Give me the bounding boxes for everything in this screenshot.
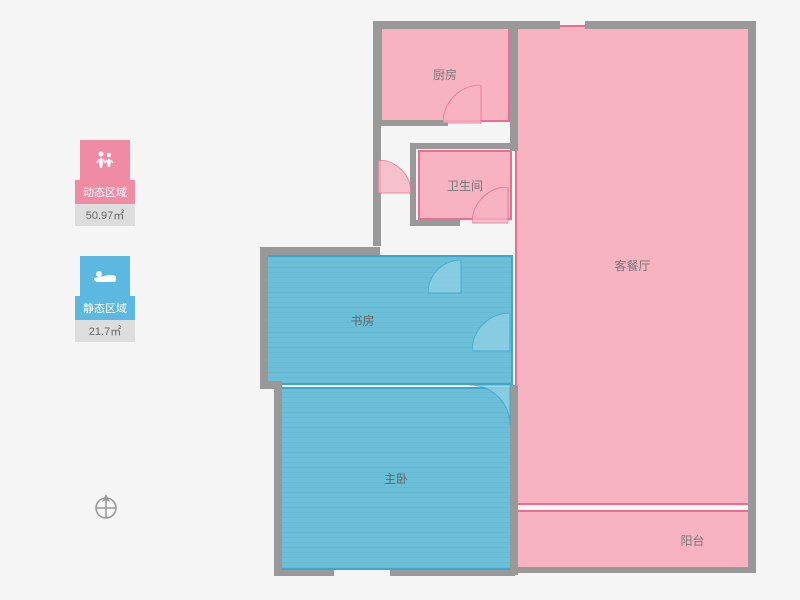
- floorplan: 客餐厅 厨房 卫生间 阳台 书房 主卧: [240, 15, 760, 585]
- room-kitchen-label: 厨房: [433, 66, 457, 83]
- sleep-icon: [80, 256, 130, 296]
- wall: [510, 21, 518, 151]
- wall: [510, 567, 753, 573]
- wall: [410, 143, 515, 149]
- door-arc-icon: [472, 187, 510, 225]
- wall: [373, 21, 518, 29]
- legend-static-label: 静态区域: [75, 296, 135, 320]
- legend-panel: 动态区域 50.97㎡ 静态区域 21.7㎡: [75, 140, 135, 372]
- wall: [510, 21, 560, 29]
- wall: [373, 21, 381, 246]
- wall: [274, 381, 282, 576]
- wall: [748, 21, 756, 573]
- door-arc-icon: [470, 385, 512, 427]
- wall: [274, 570, 334, 576]
- legend-dynamic-label: 动态区域: [75, 180, 135, 204]
- legend-dynamic-value: 50.97㎡: [75, 204, 135, 226]
- room-balcony-label: 阳台: [680, 532, 704, 549]
- wall: [585, 21, 755, 29]
- door-arc-icon: [378, 160, 413, 195]
- room-master-label: 主卧: [384, 470, 408, 487]
- door-arc-icon: [443, 85, 483, 125]
- compass-icon: [90, 490, 122, 522]
- room-living-label: 客餐厅: [614, 257, 650, 274]
- people-icon: [80, 140, 130, 180]
- wall: [373, 120, 448, 126]
- wall: [390, 570, 515, 576]
- room-balcony: 阳台: [515, 510, 750, 570]
- legend-static-value: 21.7㎡: [75, 320, 135, 342]
- wall: [260, 247, 268, 387]
- door-arc-icon: [428, 260, 463, 295]
- wall: [410, 220, 460, 226]
- door-arc-icon: [472, 313, 512, 353]
- room-study-label: 书房: [350, 312, 374, 329]
- wall: [260, 247, 380, 255]
- legend-dynamic: 动态区域 50.97㎡: [75, 140, 135, 226]
- room-living: 客餐厅: [515, 25, 750, 505]
- legend-static: 静态区域 21.7㎡: [75, 256, 135, 342]
